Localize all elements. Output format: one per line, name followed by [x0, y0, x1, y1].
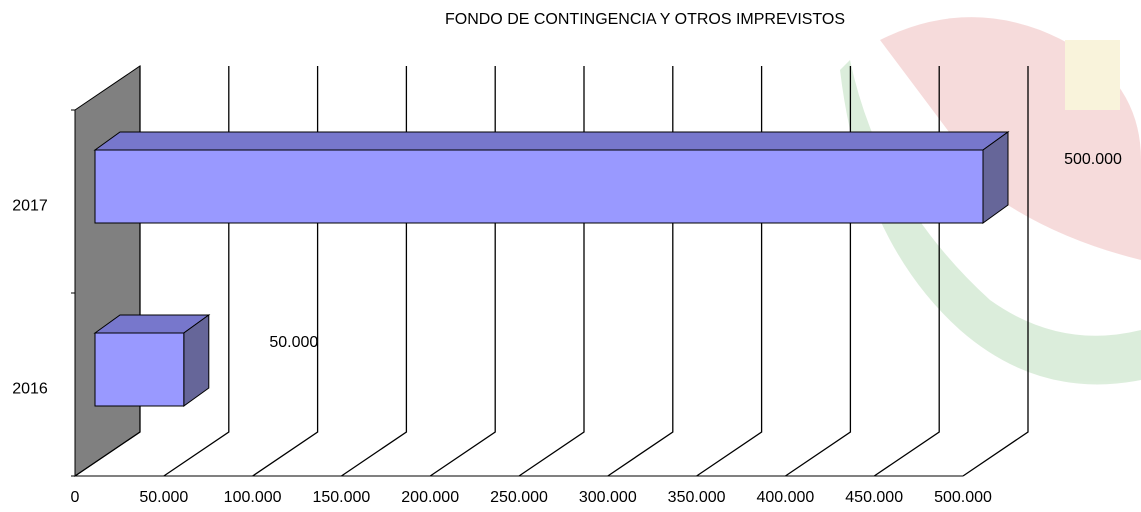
grid-line	[607, 66, 674, 477]
grid-line	[696, 66, 763, 477]
x-tick-label: 350.000	[668, 489, 726, 506]
grid-line	[252, 66, 319, 477]
x-tick-label: 400.000	[756, 489, 814, 506]
x-tick-label: 500.000	[934, 489, 992, 506]
x-tick-label: 300.000	[579, 489, 637, 506]
data-label: 50.000	[269, 334, 318, 351]
grid-line	[429, 66, 496, 477]
bar	[94, 149, 984, 224]
x-tick-label: 250.000	[490, 489, 548, 506]
x-tick-label: 50.000	[139, 489, 188, 506]
x-tick-label: 450.000	[845, 489, 903, 506]
grid-line	[962, 66, 1029, 477]
x-tick-label: 0	[71, 489, 80, 506]
side-wall	[74, 65, 141, 477]
grid-line	[163, 66, 230, 477]
data-label: 500.000	[1064, 151, 1122, 168]
bar	[94, 332, 185, 407]
grid-line	[785, 66, 852, 477]
grid-line	[518, 66, 585, 477]
chart-title: FONDO DE CONTINGENCIA Y OTROS IMPREVISTO…	[445, 11, 845, 28]
y-tick-label: 2017	[12, 198, 48, 215]
bar-top	[93, 131, 1010, 151]
x-tick-label: 100.000	[224, 489, 282, 506]
x-tick-label: 150.000	[312, 489, 370, 506]
y-tick-label: 2016	[12, 381, 48, 398]
x-tick-label: 200.000	[401, 489, 459, 506]
grid-line	[341, 66, 408, 477]
